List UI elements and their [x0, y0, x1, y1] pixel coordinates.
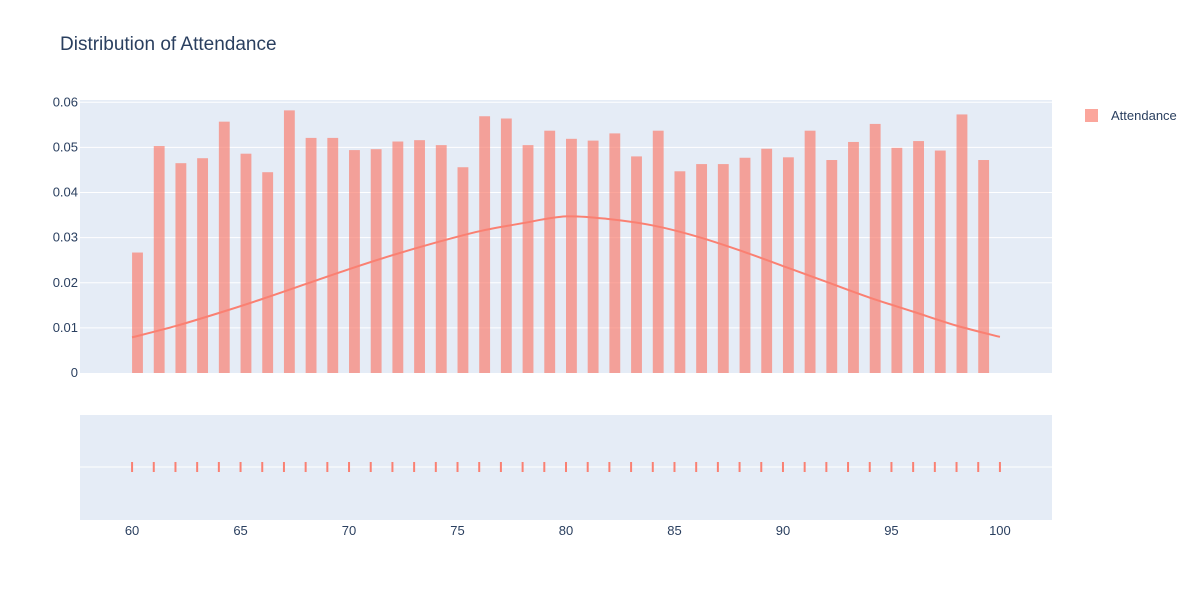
bar: [197, 158, 209, 373]
bar: [175, 163, 187, 373]
y-tick-label: 0.03: [53, 230, 78, 245]
bar: [305, 137, 317, 373]
bar: [717, 164, 729, 373]
bar: [913, 141, 924, 373]
x-tick-label: 60: [125, 523, 139, 538]
bar: [500, 118, 512, 373]
bar: [262, 172, 274, 373]
bar: [587, 140, 599, 373]
bar: [457, 167, 469, 373]
chart-title: Distribution of Attendance: [60, 34, 277, 55]
bar: [153, 146, 165, 373]
bar: [739, 157, 751, 373]
x-tick-label: 90: [776, 523, 790, 538]
bar: [240, 153, 252, 373]
bar: [826, 160, 838, 373]
bar: [891, 147, 903, 373]
y-axis-ticks: 0 0.01 0.02 0.03 0.04 0.05 0.06: [53, 94, 78, 380]
bar: [283, 110, 295, 373]
legend-label: Attendance: [1111, 108, 1177, 123]
y-tick-label: 0.01: [53, 320, 78, 335]
bar: [522, 145, 534, 373]
bar: [652, 130, 664, 373]
x-tick-label: 65: [233, 523, 247, 538]
bar: [696, 164, 708, 373]
bar: [869, 123, 881, 373]
y-tick-label: 0: [71, 365, 78, 380]
bar: [848, 141, 859, 373]
x-tick-label: 80: [559, 523, 573, 538]
bar: [132, 252, 143, 373]
x-axis-ticks: 60 65 70 75 80 85 90 95 100: [125, 523, 1011, 538]
x-tick-label: 95: [884, 523, 898, 538]
bar: [674, 171, 686, 373]
legend[interactable]: Attendance: [1085, 108, 1177, 123]
y-tick-label: 0.06: [53, 94, 78, 109]
bar: [631, 156, 642, 373]
x-tick-label: 100: [989, 523, 1011, 538]
bar: [782, 157, 794, 373]
bar: [804, 130, 816, 373]
bar: [414, 140, 425, 373]
bar: [435, 145, 447, 373]
bar: [934, 150, 946, 373]
bar: [349, 150, 360, 373]
y-tick-label: 0.02: [53, 275, 78, 290]
bar: [956, 114, 968, 373]
bar: [392, 141, 404, 373]
bar: [479, 116, 491, 373]
distribution-curve: [131, 215, 1001, 339]
rug-marks: [131, 462, 1001, 472]
y-tick-label: 0.04: [53, 185, 78, 200]
x-tick-label: 70: [342, 523, 356, 538]
x-tick-label: 85: [667, 523, 681, 538]
bar: [978, 160, 990, 373]
bar: [327, 137, 339, 373]
bar: [218, 121, 230, 373]
bar: [566, 138, 577, 373]
y-tick-label: 0.05: [53, 139, 78, 154]
x-tick-label: 75: [450, 523, 464, 538]
bar: [544, 130, 556, 373]
legend-swatch: [1085, 109, 1098, 122]
bar: [609, 133, 621, 373]
